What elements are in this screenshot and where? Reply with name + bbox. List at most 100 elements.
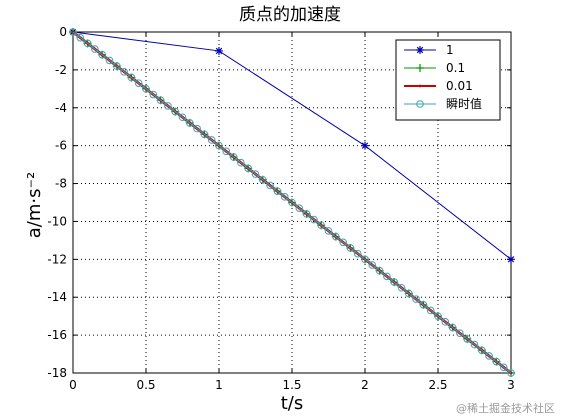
data-point xyxy=(134,79,143,87)
data-point xyxy=(280,193,289,201)
data-point xyxy=(266,181,274,190)
y-tick-label: -10 xyxy=(47,214,67,228)
data-point xyxy=(368,261,377,269)
y-tick-label: -14 xyxy=(47,290,67,304)
series-layer xyxy=(69,28,515,377)
legend-marker xyxy=(418,84,422,88)
data-point xyxy=(178,113,187,122)
data-point xyxy=(83,39,92,48)
data-point xyxy=(426,306,435,315)
x-tick-label: 1.5 xyxy=(282,378,301,392)
x-tick-label: 2 xyxy=(361,378,369,392)
x-axis-title: t/s xyxy=(281,393,304,414)
data-point xyxy=(105,56,114,65)
data-point xyxy=(142,85,150,93)
data-point xyxy=(273,187,282,195)
watermark: @稀土掘金技术社区 xyxy=(456,402,555,415)
data-point xyxy=(478,346,486,355)
data-point xyxy=(353,249,362,258)
y-tick-label: -18 xyxy=(47,366,67,380)
data-point xyxy=(200,130,209,139)
data-point xyxy=(98,50,106,59)
data-point xyxy=(441,318,450,326)
data-point xyxy=(295,204,304,212)
data-point xyxy=(346,244,355,252)
data-point xyxy=(412,295,420,303)
data-point xyxy=(434,312,442,320)
data-point xyxy=(405,289,413,298)
y-tick-label: -12 xyxy=(47,252,67,266)
data-point xyxy=(251,170,260,178)
y-axis-title: a/m·s⁻² xyxy=(24,172,45,238)
legend-entry: 1 xyxy=(404,43,454,57)
series-line xyxy=(72,31,512,260)
legend-label: 0.01 xyxy=(446,79,473,93)
data-point xyxy=(375,266,384,275)
legend-marker xyxy=(416,100,424,108)
legend-box xyxy=(395,39,501,121)
data-point xyxy=(485,352,493,360)
legend-entry: 瞬时值 xyxy=(404,96,482,111)
y-tick-label: 0 xyxy=(59,25,67,39)
data-point xyxy=(302,210,311,218)
data-point xyxy=(207,136,216,144)
data-point xyxy=(339,238,347,247)
x-tick-label: 0 xyxy=(69,378,77,392)
x-tick-label: 1 xyxy=(215,378,223,392)
data-point xyxy=(127,73,136,82)
data-point xyxy=(288,198,296,207)
data-point xyxy=(259,175,267,184)
data-point xyxy=(229,153,238,161)
data-point xyxy=(156,96,165,104)
data-point xyxy=(149,90,158,99)
data-point xyxy=(361,255,369,264)
x-tick-label: 0.5 xyxy=(136,378,155,392)
data-point xyxy=(171,107,179,116)
y-tick-label: -4 xyxy=(55,101,67,115)
data-point xyxy=(244,164,252,173)
data-point xyxy=(383,272,391,281)
chart-title: 质点的加速度 xyxy=(239,5,341,25)
legend-marker xyxy=(416,64,424,72)
data-point xyxy=(120,67,128,76)
data-point xyxy=(324,227,333,235)
data-point xyxy=(164,102,172,110)
data-point xyxy=(499,363,508,372)
legend-entry: 0.1 xyxy=(404,61,465,75)
data-point xyxy=(113,62,121,70)
data-point xyxy=(317,221,326,230)
data-point xyxy=(237,158,245,167)
data-point xyxy=(390,278,399,286)
data-point xyxy=(332,232,340,241)
series-line xyxy=(72,31,512,374)
y-tick-label: -8 xyxy=(55,177,67,191)
data-point xyxy=(507,255,515,264)
data-point xyxy=(69,28,77,36)
x-tick-label: 2.5 xyxy=(428,378,447,392)
data-point xyxy=(186,119,194,127)
data-point xyxy=(492,357,501,366)
data-point xyxy=(215,46,223,55)
data-point xyxy=(463,335,472,343)
data-point xyxy=(91,45,99,53)
data-point xyxy=(507,369,515,377)
data-point xyxy=(419,301,428,309)
legend-marker xyxy=(416,46,424,54)
legend-label: 瞬时值 xyxy=(446,96,482,111)
legend-label: 1 xyxy=(446,43,454,57)
legend-entry: 0.01 xyxy=(404,79,473,93)
series-瞬时值 xyxy=(69,28,515,377)
legend: 1 0.1 0.01 瞬时值 xyxy=(395,39,501,121)
axis-ticks: 0 0.5 1 1.5 2 2.5 3 0 -2 -4 -6 -8 -10 -12 -14 -16 -18 xyxy=(47,25,514,392)
data-point xyxy=(310,215,318,224)
y-tick-label: -6 xyxy=(55,139,67,153)
data-point xyxy=(193,124,201,133)
x-tick-label: 3 xyxy=(507,378,515,392)
data-point xyxy=(222,147,231,156)
data-point xyxy=(448,323,457,332)
data-point xyxy=(76,33,85,42)
data-point xyxy=(470,340,479,349)
legend-label: 0.1 xyxy=(446,61,465,75)
y-tick-label: -2 xyxy=(55,63,67,77)
